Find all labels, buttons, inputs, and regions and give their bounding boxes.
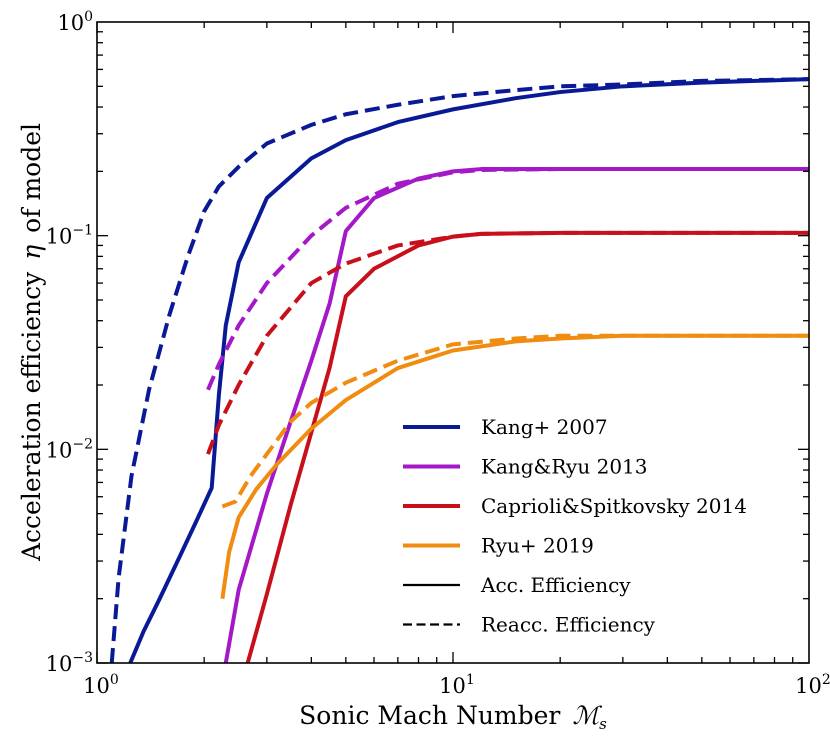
y-tick-label-0.1: 10−1 <box>46 223 93 249</box>
legend-label: Caprioli&Spitkovsky 2014 <box>481 494 747 518</box>
y-tick-label-0.01: 10−2 <box>46 436 93 462</box>
x-tick-label-1: 100 <box>83 672 119 698</box>
legend-label: Ryu+ 2019 <box>481 534 594 558</box>
series-caprioli-spitkovsky-2014-acc <box>245 230 809 663</box>
y-tick-label-1: 100 <box>57 9 93 35</box>
series-kang-2007-reacc <box>109 77 809 663</box>
legend-item-caprioli-spitkovsky-2014: Caprioli&Spitkovsky 2014 <box>403 494 747 518</box>
series-ryu-2019-reacc <box>221 333 809 509</box>
ticks-layer <box>96 22 809 664</box>
legend-item-kang-2007: Kang+ 2007 <box>403 415 608 439</box>
legend-item-ryu-2019: Ryu+ 2019 <box>403 534 594 558</box>
series-kang-ryu-2013-reacc <box>206 167 809 391</box>
y-tick-label-0.001: 10−3 <box>46 650 93 676</box>
legend-label: Reacc. Efficiency <box>481 613 656 637</box>
legend-label: Acc. Efficiency <box>480 573 631 597</box>
series-kang-2007-acc <box>128 77 809 663</box>
legend-label: Kang+ 2007 <box>481 415 608 439</box>
x-tick-label-100: 102 <box>795 672 830 698</box>
legend: Kang+ 2007 Kang&Ryu 2013 Caprioli&Spitkovs… <box>403 415 747 637</box>
series-caprioli-spitkovsky-2014-reacc <box>206 230 809 455</box>
legend-item-acc-efficiency: Acc. Efficiency <box>403 573 631 597</box>
series-kang-ryu-2013-acc <box>223 167 809 663</box>
legend-label: Kang&Ryu 2013 <box>481 455 648 479</box>
tick-labels-layer: 100 101 102 10−3 10−2 10−1 100 <box>46 9 830 698</box>
legend-item-reacc-efficiency: Reacc. Efficiency <box>403 613 656 637</box>
x-tick-label-10: 101 <box>439 672 475 698</box>
x-axis-label: Sonic Mach Number ℳs <box>299 701 607 733</box>
y-axis-label: Acceleration efficiencyηof model <box>17 123 46 562</box>
series-layer <box>109 77 809 663</box>
legend-item-kang-ryu-2013: Kang&Ryu 2013 <box>403 455 648 479</box>
